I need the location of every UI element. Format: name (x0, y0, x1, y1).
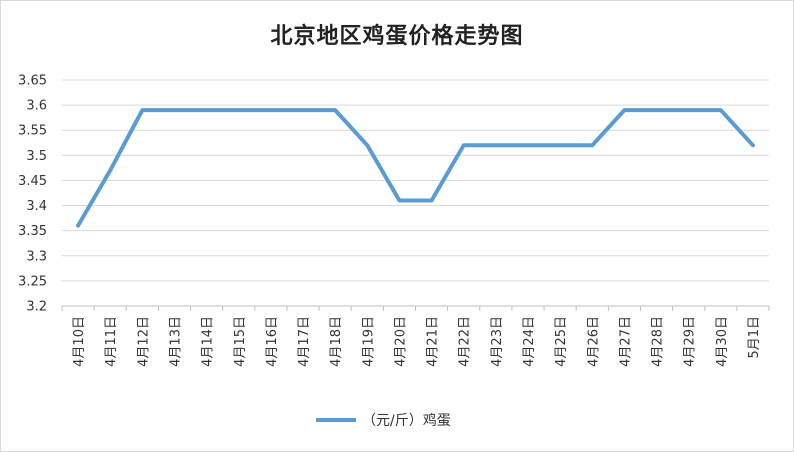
x-tick-label: 4月20日 (393, 316, 408, 367)
y-tick-label: 3.25 (18, 274, 47, 289)
data-point (172, 108, 176, 112)
x-tick-label: 4月10日 (72, 316, 87, 367)
y-tick-label: 3.65 (18, 74, 47, 89)
data-point (655, 108, 659, 112)
data-point (687, 108, 691, 112)
y-tick-label: 3.55 (18, 124, 47, 139)
data-point (751, 143, 755, 147)
chart-title: 北京地区鸡蛋价格走势图 (270, 24, 524, 49)
x-tick-label: 4月17日 (297, 316, 312, 367)
data-point (108, 168, 112, 172)
data-point (558, 143, 562, 147)
data-point (205, 108, 209, 112)
data-point (622, 108, 626, 112)
data-point (590, 143, 594, 147)
x-tick-label: 4月22日 (458, 316, 473, 367)
x-tick-label: 4月24日 (522, 316, 537, 367)
y-tick-label: 3.35 (18, 224, 47, 239)
x-tick-label: 4月26日 (586, 316, 601, 367)
data-point (237, 108, 241, 112)
data-point (269, 108, 273, 112)
x-tick-label: 4月30日 (715, 316, 730, 367)
y-tick-label: 3.5 (26, 149, 47, 164)
y-tick-label: 3.3 (26, 249, 47, 264)
data-point (719, 108, 723, 112)
data-point (462, 143, 466, 147)
data-point (526, 143, 530, 147)
x-tick-label: 4月11日 (104, 316, 119, 367)
x-tick-label: 5月1日 (747, 316, 762, 359)
y-tick-label: 3.2 (26, 300, 47, 315)
x-tick-label: 4月13日 (168, 316, 183, 367)
x-tick-label: 4月27日 (618, 316, 633, 367)
x-tick-label: 4月19日 (361, 316, 376, 367)
data-point (430, 199, 434, 203)
data-point (76, 224, 80, 228)
series-line (76, 108, 755, 228)
data-point (333, 108, 337, 112)
data-point (397, 199, 401, 203)
data-point (365, 143, 369, 147)
x-tick-label: 4月15日 (233, 316, 248, 367)
x-tick-label: 4月23日 (490, 316, 505, 367)
x-tick-label: 4月25日 (554, 316, 569, 367)
data-point (494, 143, 498, 147)
x-tick-label: 4月14日 (201, 316, 216, 367)
x-tick-label: 4月12日 (136, 316, 151, 367)
x-tick-label: 4月29日 (683, 316, 698, 367)
legend-label: （元/斤）鸡蛋 (362, 412, 451, 429)
x-tick-label: 4月16日 (265, 316, 280, 367)
y-tick-label: 3.45 (18, 174, 47, 189)
data-point (140, 108, 144, 112)
x-tick-label: 4月28日 (651, 316, 666, 367)
data-point (301, 108, 305, 112)
x-tick-label: 4月18日 (329, 316, 344, 367)
y-tick-label: 3.6 (26, 99, 47, 114)
y-tick-label: 3.4 (26, 199, 47, 214)
x-tick-label: 4月21日 (426, 316, 441, 367)
